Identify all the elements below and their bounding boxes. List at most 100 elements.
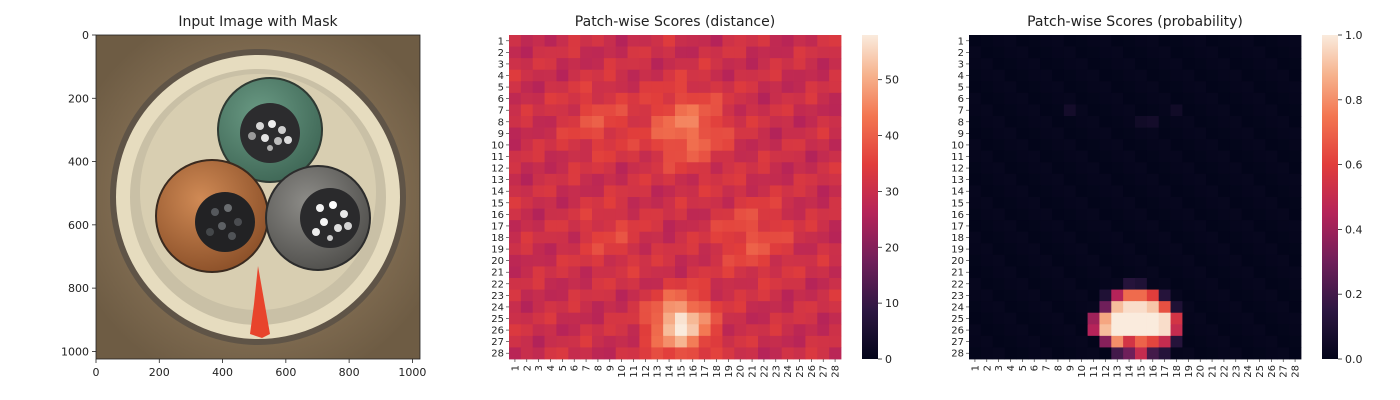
y-tick-label: 600 (68, 219, 89, 232)
heatmap-cell (758, 185, 771, 198)
heatmap-cell (969, 127, 982, 140)
input-image (96, 35, 420, 359)
heatmap-cell (651, 266, 664, 279)
heatmap-cell (1241, 81, 1254, 94)
heatmap-cell (829, 92, 842, 105)
heatmap-cell (1218, 35, 1231, 47)
heatmap-cell (969, 289, 982, 302)
col-tick-label: 18 (1172, 365, 1183, 378)
heatmap-cell (1206, 116, 1219, 128)
heatmap-cell (734, 197, 747, 209)
heatmap-cell (1075, 69, 1088, 82)
heatmap-cell (592, 197, 605, 209)
heatmap-cell (1099, 58, 1112, 71)
heatmap-cell (1158, 220, 1171, 233)
heatmap-cell (544, 46, 557, 59)
heatmap-cell (556, 35, 569, 47)
heatmap-cell (532, 208, 545, 221)
heatmap-cell (627, 69, 640, 82)
heatmap-cell (1040, 81, 1053, 94)
heatmap-cell (627, 231, 640, 244)
heatmap-cell (1218, 266, 1231, 279)
heatmap-cell (1087, 278, 1100, 290)
heatmap-cell (1040, 301, 1053, 314)
heatmap-cell (769, 92, 783, 105)
heatmap-cell (615, 324, 628, 337)
heatmap-cell (817, 335, 830, 348)
heatmap-cell (710, 347, 723, 360)
heatmap-cell (1028, 150, 1041, 163)
col-tick-label: 19 (1184, 365, 1195, 378)
heatmap-cell (1087, 150, 1100, 163)
heatmap-cell (675, 162, 688, 175)
heatmap-cell (1218, 220, 1231, 233)
heatmap-cell (686, 150, 700, 163)
heatmap-cell (1075, 92, 1088, 105)
heatmap-cell (1052, 197, 1065, 209)
heatmap-cell (1123, 116, 1136, 128)
heatmap-cell (1111, 289, 1124, 302)
heatmap-cell (1170, 254, 1183, 267)
row-tick-label: 14 (951, 187, 964, 198)
heatmap-cell (544, 162, 557, 175)
heatmap-cell (1016, 335, 1029, 348)
heatmap-cell (746, 162, 759, 175)
heatmap-cell (1075, 127, 1088, 140)
heatmap-cell (592, 220, 605, 233)
heatmap-cell (1206, 243, 1219, 256)
row-tick-label: 7 (958, 106, 964, 117)
heatmap-cell (639, 220, 652, 233)
heatmap-cell (686, 69, 700, 82)
heatmap-cell (817, 312, 830, 325)
heatmap-cell (1229, 185, 1243, 198)
heatmap-cell (1004, 185, 1017, 198)
heatmap-cell (1004, 312, 1017, 325)
heatmap-cell (686, 58, 700, 71)
heatmap-cell (544, 243, 557, 256)
col-tick-label: 10 (1077, 365, 1088, 378)
heatmap-cell (1146, 208, 1160, 221)
heatmap-cell (1063, 69, 1077, 82)
heatmap-cell (1277, 243, 1290, 256)
heatmap-cell (758, 35, 771, 47)
heatmap-cell (532, 46, 545, 59)
heatmap-cell (1170, 335, 1183, 348)
heatmap-cell (980, 197, 994, 209)
heatmap-cell (829, 139, 842, 152)
row-tick-label: 13 (491, 175, 504, 186)
heatmap-cell (651, 58, 664, 71)
heatmap-cell (686, 116, 700, 128)
heatmap-cell (544, 231, 557, 244)
heatmap-cell (544, 312, 557, 325)
heatmap-cell (710, 220, 723, 233)
heatmap-cell (1218, 81, 1231, 94)
heatmap-cell (568, 69, 581, 82)
heatmap-cell (1289, 312, 1302, 325)
heatmap-cell (980, 289, 994, 302)
heatmap-cell (1265, 278, 1278, 290)
heatmap-cell (568, 185, 581, 198)
heatmap-cell (1265, 46, 1278, 59)
heatmap-cell (1289, 35, 1302, 47)
col-tick-label: 23 (771, 365, 782, 378)
y-tick-label: 800 (68, 282, 89, 295)
heatmap-cell (651, 127, 664, 140)
heatmap-cell (1040, 243, 1053, 256)
heatmap-cell (793, 116, 806, 128)
heatmap-cell (675, 116, 688, 128)
heatmap-cell (1158, 289, 1171, 302)
heatmap-cell (1182, 81, 1195, 94)
heatmap-cell (509, 162, 522, 175)
heatmap-cell (1087, 335, 1100, 348)
heatmap-cell (568, 220, 581, 233)
heatmap-cell (1289, 81, 1302, 94)
heatmap-cell (1182, 104, 1195, 117)
heatmap-cell (592, 278, 605, 290)
heatmap-cell (1289, 173, 1302, 186)
heatmap-cell (710, 208, 723, 221)
heatmap-cell (1229, 278, 1243, 290)
heatmap-cell (1004, 150, 1017, 163)
heatmap-cell (1135, 312, 1148, 325)
heatmap-cell (1206, 139, 1219, 152)
heatmap-cell (992, 185, 1005, 198)
